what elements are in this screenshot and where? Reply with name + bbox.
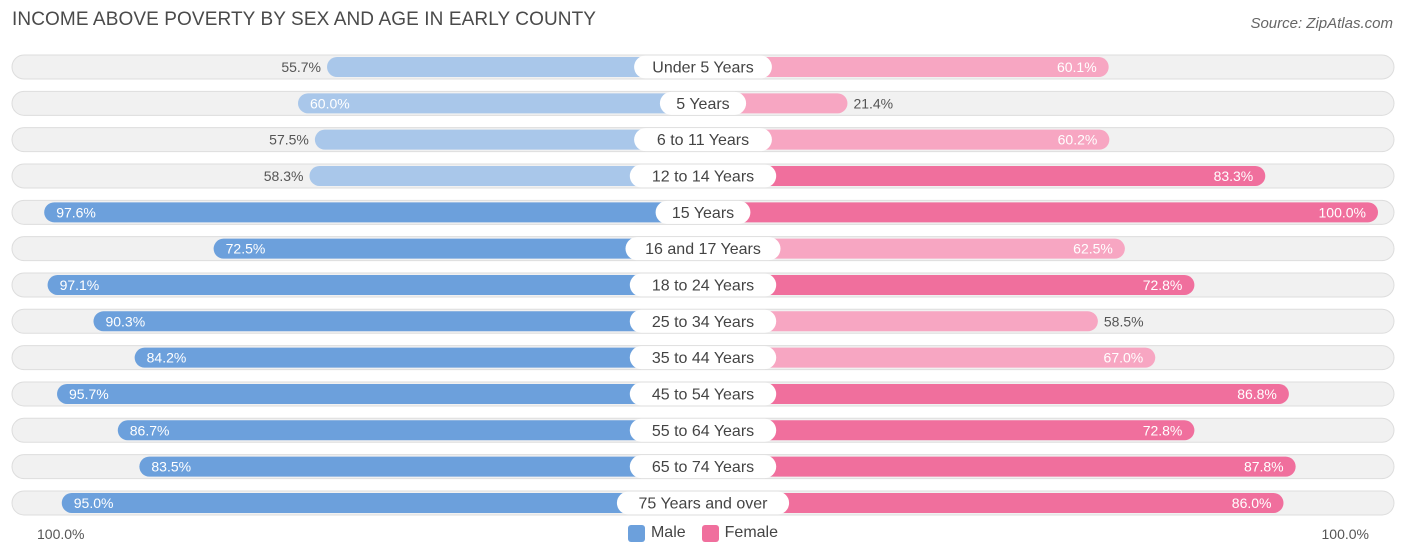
female-value-label: 100.0% <box>1319 204 1366 220</box>
male-bar <box>134 347 703 368</box>
male-bar <box>57 383 703 404</box>
female-value-label: 86.0% <box>1232 495 1272 511</box>
legend: Male Female <box>0 524 1406 542</box>
male-bar <box>139 456 703 477</box>
male-bar <box>309 165 703 186</box>
male-value-label: 95.0% <box>74 495 114 511</box>
axis-right-label: 100.0% <box>1321 526 1369 542</box>
female-value-label: 67.0% <box>1104 350 1144 366</box>
male-value-label: 58.3% <box>264 168 304 184</box>
category-label: 65 to 74 Years <box>652 459 754 476</box>
category-label: 75 Years and over <box>639 495 769 512</box>
legend-label-female: Female <box>724 524 779 541</box>
female-value-label: 87.8% <box>1244 459 1284 475</box>
female-value-label: 62.5% <box>1073 241 1113 257</box>
category-label: 6 to 11 Years <box>657 132 749 149</box>
female-bar <box>703 347 1156 368</box>
category-label: 12 to 14 Years <box>652 168 754 185</box>
category-label: 16 and 17 Years <box>645 241 761 258</box>
category-label: 5 Years <box>676 96 729 113</box>
legend-label-male: Male <box>650 524 686 541</box>
male-value-label: 90.3% <box>105 313 145 329</box>
category-pill <box>629 382 777 406</box>
legend-swatch-female <box>701 524 719 542</box>
female-value-label: 58.5% <box>1104 313 1144 329</box>
chart-source: Source: ZipAtlas.com <box>1250 15 1393 32</box>
category-pill <box>629 164 777 188</box>
female-bar <box>703 129 1110 150</box>
male-value-label: 55.7% <box>281 59 321 75</box>
female-bar <box>703 57 1109 77</box>
male-value-label: 84.2% <box>147 350 187 366</box>
chart-title: INCOME ABOVE POVERTY BY SEX AND AGE IN E… <box>12 9 597 30</box>
male-value-label: 97.6% <box>56 204 96 220</box>
male-bar <box>298 93 703 114</box>
category-label: 15 Years <box>672 205 734 222</box>
male-value-label: 97.1% <box>60 277 100 293</box>
female-bar <box>703 238 1125 259</box>
female-value-label: 72.8% <box>1143 422 1183 438</box>
category-pill <box>616 491 790 515</box>
male-bar <box>117 420 703 441</box>
category-pill <box>629 346 777 370</box>
category-label: Under 5 Years <box>652 60 753 77</box>
female-bar <box>703 165 1266 186</box>
female-value-label: 72.8% <box>1143 277 1183 293</box>
male-value-label: 83.5% <box>151 459 191 475</box>
category-pill <box>659 91 747 115</box>
female-value-label: 60.1% <box>1057 59 1097 75</box>
female-value-label: 83.3% <box>1214 168 1254 184</box>
chart-plot: 55.7% 60.1% Under 5 Years 60.0% 21.4% 5 Years… <box>11 54 1395 516</box>
female-value-label: 86.8% <box>1237 386 1277 402</box>
category-pill <box>634 128 772 152</box>
male-value-label: 60.0% <box>310 95 350 111</box>
male-bar <box>314 129 703 150</box>
category-pill <box>655 200 751 224</box>
legend-item-female[interactable]: Female <box>701 524 779 542</box>
male-value-label: 72.5% <box>226 241 266 257</box>
male-value-label: 95.7% <box>69 386 109 402</box>
category-pill <box>629 309 777 333</box>
category-label: 55 to 64 Years <box>652 423 754 440</box>
male-bar <box>93 311 704 332</box>
female-value-label: 21.4% <box>853 95 893 111</box>
category-pill <box>634 55 772 79</box>
male-bar <box>213 238 703 259</box>
category-pill <box>629 418 777 442</box>
category-pill <box>629 273 777 297</box>
male-value-label: 86.7% <box>130 422 170 438</box>
male-value-label: 57.5% <box>269 132 309 148</box>
male-bar <box>44 202 703 223</box>
female-bar <box>703 492 1284 513</box>
legend-item-male[interactable]: Male <box>627 524 686 542</box>
category-label: 25 to 34 Years <box>652 314 754 331</box>
legend-swatch-male <box>627 524 645 542</box>
female-bar <box>703 420 1195 441</box>
male-bar <box>47 274 703 295</box>
category-label: 45 to 54 Years <box>652 386 754 403</box>
category-pill <box>625 237 781 261</box>
female-bar <box>703 383 1289 404</box>
category-pill <box>629 455 777 479</box>
category-label: 18 to 24 Years <box>652 277 754 294</box>
male-bar <box>327 57 703 77</box>
female-value-label: 60.2% <box>1058 132 1098 148</box>
male-bar <box>61 492 703 513</box>
female-bar <box>703 274 1195 295</box>
category-label: 35 to 44 Years <box>652 350 754 367</box>
axis-left-label: 100.0% <box>37 526 85 542</box>
female-bar <box>703 202 1378 223</box>
female-bar <box>703 311 1098 332</box>
female-bar <box>703 456 1296 477</box>
